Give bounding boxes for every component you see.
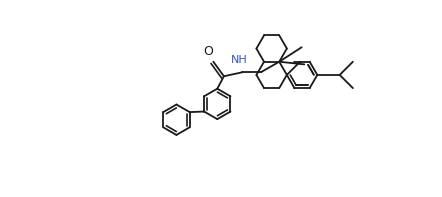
Text: O: O [203, 45, 213, 58]
Text: NH: NH [230, 55, 247, 65]
